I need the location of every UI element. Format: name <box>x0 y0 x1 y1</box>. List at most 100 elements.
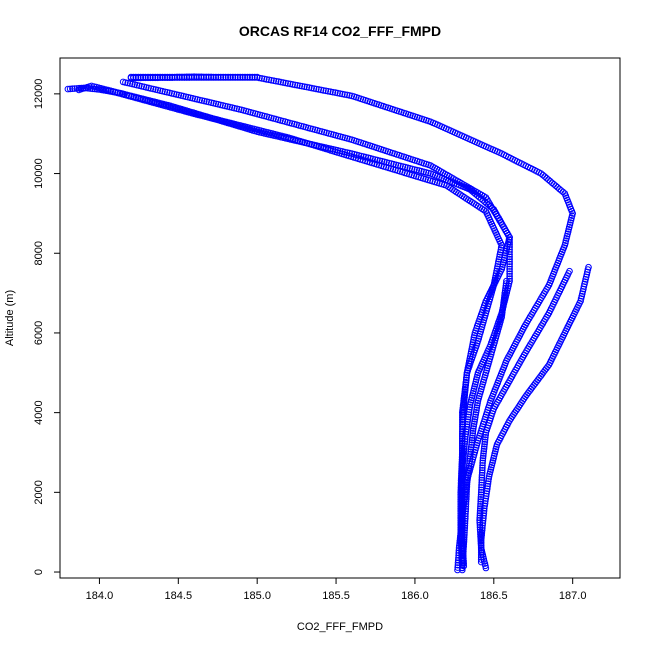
data-point <box>459 482 466 489</box>
data-point <box>478 469 486 477</box>
series-5 <box>477 263 592 566</box>
data-point <box>212 73 220 81</box>
data-point <box>476 519 484 526</box>
data-point <box>464 476 471 484</box>
data-point <box>149 73 157 81</box>
data-point <box>479 467 486 474</box>
data-point <box>467 443 475 451</box>
data-point <box>130 73 137 81</box>
data-point <box>478 529 486 537</box>
data-point <box>468 439 476 446</box>
data-point <box>298 82 306 90</box>
data-point <box>465 464 473 472</box>
data-point <box>474 399 481 407</box>
data-point <box>462 386 469 394</box>
data-point <box>152 73 159 81</box>
data-point <box>460 452 467 460</box>
data-point <box>477 503 484 510</box>
data-point <box>91 85 99 93</box>
x-axis-label: CO2_FFF_FMPD <box>297 621 383 633</box>
data-point <box>462 503 470 510</box>
data-point <box>476 512 484 519</box>
data-point <box>284 80 292 87</box>
data-point <box>147 85 155 92</box>
data-point <box>498 311 506 318</box>
data-point <box>480 450 487 457</box>
data-point <box>232 73 239 81</box>
data-point <box>147 73 154 81</box>
data-point <box>497 244 505 251</box>
y-tick-label: 6000 <box>33 321 45 345</box>
data-point <box>277 78 285 86</box>
data-point <box>467 450 474 458</box>
data-point <box>168 73 176 81</box>
data-point <box>493 265 501 273</box>
data-point <box>481 440 488 448</box>
data-point <box>461 531 468 539</box>
data-point <box>459 467 466 475</box>
data-point <box>258 75 266 82</box>
data-point <box>89 85 96 93</box>
data-point <box>492 270 500 277</box>
data-point <box>467 448 475 456</box>
data-point <box>463 488 470 496</box>
data-point <box>476 509 484 517</box>
data-point <box>481 438 489 446</box>
data-point <box>87 85 94 92</box>
data-point <box>107 88 114 95</box>
x-tick-label: 185.5 <box>322 590 350 602</box>
data-point <box>506 248 513 256</box>
data-point <box>460 540 468 548</box>
data-point <box>477 535 485 543</box>
data-point <box>463 478 471 486</box>
data-point <box>193 73 200 81</box>
data-point <box>465 462 473 470</box>
data-point <box>459 504 466 511</box>
data-point <box>459 550 467 558</box>
data-point <box>472 413 479 421</box>
data-point <box>219 73 227 81</box>
data-point <box>241 73 249 81</box>
data-point <box>459 487 466 494</box>
data-point <box>459 506 466 514</box>
data-point <box>459 555 467 562</box>
data-point <box>470 425 477 432</box>
data-point <box>171 73 178 81</box>
data-point <box>482 429 490 436</box>
data-point <box>322 87 330 95</box>
data-point <box>93 86 101 93</box>
data-point <box>159 73 166 81</box>
data-point <box>462 428 470 435</box>
series-4 <box>119 78 513 570</box>
data-point <box>477 500 484 508</box>
data-point <box>227 73 234 81</box>
data-point <box>469 429 477 437</box>
data-point <box>459 564 466 572</box>
data-point <box>467 446 475 453</box>
y-tick-label: 2000 <box>33 480 45 504</box>
data-point <box>188 73 195 81</box>
data-point <box>473 406 480 414</box>
x-tick-label: 184.0 <box>86 590 114 602</box>
data-point <box>477 540 485 547</box>
data-point <box>582 276 589 283</box>
data-point <box>461 396 468 404</box>
data-point <box>461 443 468 450</box>
data-point <box>485 478 492 485</box>
data-point <box>239 73 246 81</box>
x-tick-label: 184.5 <box>165 590 193 602</box>
data-point <box>459 484 466 492</box>
data-point <box>460 448 468 455</box>
data-point <box>469 427 477 435</box>
series-7 <box>459 277 510 572</box>
data-point <box>497 249 504 256</box>
data-point <box>463 493 470 500</box>
data-point <box>200 73 208 81</box>
data-point <box>579 288 587 295</box>
data-point <box>459 492 466 499</box>
data-point <box>476 523 484 531</box>
data-point <box>465 411 473 418</box>
data-point <box>463 495 470 503</box>
data-point <box>461 438 469 445</box>
data-point <box>459 465 466 472</box>
